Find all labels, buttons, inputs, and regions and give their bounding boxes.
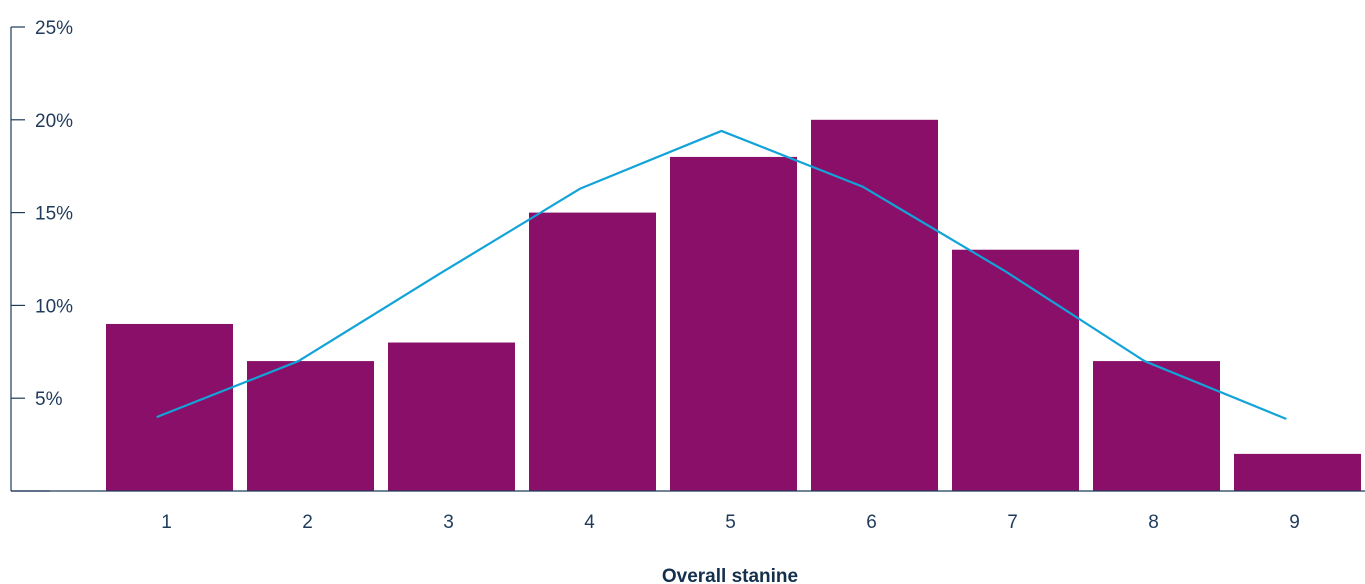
x-tick-label-9: 9: [1289, 512, 1300, 533]
x-tick-label-2: 2: [302, 512, 313, 533]
x-axis-title: Overall stanine: [662, 566, 798, 584]
y-axis-ticks: 5% 10% 15% 20% 25%: [11, 18, 73, 410]
x-tick-label-4: 4: [584, 512, 595, 533]
y-tick-label-5%: 5%: [35, 389, 63, 410]
x-tick-label-8: 8: [1148, 512, 1159, 533]
bar-series: [106, 119, 1361, 492]
bar-6: [811, 119, 938, 492]
y-tick-label-25%: 25%: [35, 18, 73, 39]
x-tick-label-1: 1: [161, 512, 172, 533]
x-tick-label-7: 7: [1007, 512, 1018, 533]
bar-2: [247, 361, 374, 491]
x-axis-ticks: 1 2 3 4 5 6 7 8 9: [161, 512, 1300, 533]
bar-1: [106, 323, 233, 491]
x-tick-label-3: 3: [443, 512, 454, 533]
bar-4: [529, 212, 656, 491]
y-tick-label-15%: 15%: [35, 204, 73, 225]
expected-distribution-line: [156, 129, 1287, 420]
bar-9: [1234, 453, 1361, 491]
y-tick-label-20%: 20%: [35, 111, 73, 132]
bar-8: [1093, 361, 1220, 491]
x-tick-label-6: 6: [866, 512, 877, 533]
x-tick-label-5: 5: [725, 512, 736, 533]
bar-7: [952, 249, 1079, 491]
line-series: [156, 129, 1287, 420]
bar-5: [670, 156, 797, 492]
y-tick-label-10%: 10%: [35, 296, 73, 317]
axes: [10, 27, 1365, 492]
bar-3: [388, 342, 515, 491]
